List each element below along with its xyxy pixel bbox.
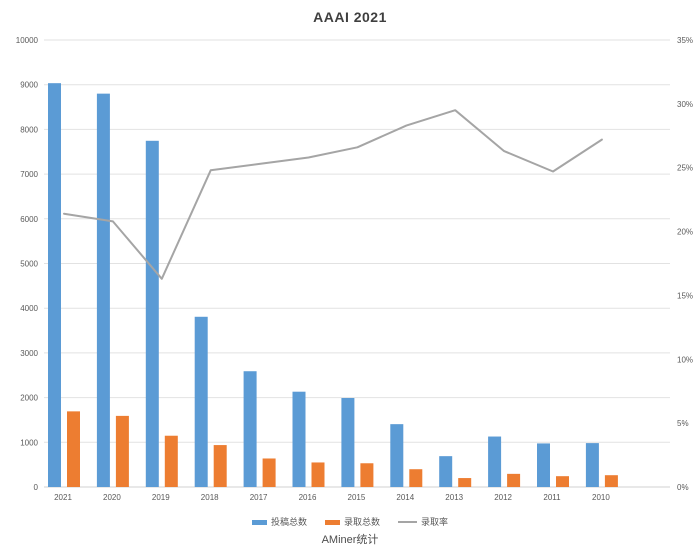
left-axis-tick-label: 0: [34, 483, 39, 492]
right-axis-tick-label: 10%: [677, 355, 693, 364]
x-axis-category-label: 2017: [250, 493, 268, 502]
submissions-bar: [439, 456, 453, 487]
right-axis-tick-label: 30%: [677, 100, 693, 109]
legend-label-accepted: 录取总数: [343, 517, 380, 527]
legend-label-submissions: 投稿总数: [270, 517, 307, 527]
submissions-bar: [292, 391, 306, 487]
right-axis-tick-label: 0%: [677, 483, 689, 492]
submissions-bar: [96, 93, 110, 487]
x-axis-category-label: 2016: [299, 493, 317, 502]
right-axis-tick-label: 20%: [677, 228, 693, 237]
x-axis-category-label: 2013: [445, 493, 463, 502]
submissions-bar: [488, 436, 502, 487]
x-axis-category-label: 2014: [396, 493, 414, 502]
right-axis-tick-label: 15%: [677, 291, 693, 300]
left-axis-tick-label: 5000: [20, 260, 38, 269]
left-axis-tick-label: 6000: [20, 215, 38, 224]
accepted-bar: [458, 478, 472, 487]
x-axis-category-label: 2018: [201, 493, 219, 502]
chart-title: AAAI 2021: [313, 9, 387, 25]
legend-item-rate: 录取率: [398, 516, 448, 528]
submissions-bar: [585, 443, 599, 487]
x-axis-category-label: 2020: [103, 493, 121, 502]
left-axis-tick-label: 1000: [20, 438, 38, 447]
submissions-bar: [48, 83, 61, 487]
submissions-bar: [537, 443, 550, 487]
submissions-bar: [243, 371, 257, 487]
left-axis-tick-label: 10000: [16, 36, 39, 45]
left-axis-tick-label: 3000: [20, 349, 38, 358]
x-axis-category-label: 2021: [54, 493, 72, 502]
chart-footer: AMiner统计: [321, 534, 379, 546]
accepted-bar: [311, 462, 325, 487]
x-axis-category-label: 2012: [494, 493, 512, 502]
legend-item-accepted: 录取总数: [324, 516, 380, 528]
accepted-bar: [604, 475, 618, 487]
accepted-bar: [507, 473, 521, 487]
accepted-bar: [262, 458, 276, 487]
acceptance-rate-line: [63, 109, 603, 280]
submissions-bar: [390, 424, 404, 487]
left-axis-tick-label: 7000: [20, 170, 38, 179]
accepted-bar: [409, 469, 423, 487]
accepted-legend-swatch-icon: [324, 519, 340, 525]
chart-legend: 投稿总数 录取总数 录取率: [0, 516, 700, 528]
x-axis-category-label: 2019: [152, 493, 170, 502]
right-axis-tick-label: 35%: [677, 36, 693, 45]
submissions-bar: [194, 316, 208, 487]
left-axis-tick-label: 2000: [20, 394, 38, 403]
left-axis-tick-label: 8000: [20, 125, 38, 134]
submissions-legend-swatch-icon: [251, 519, 267, 525]
rate-legend-line-icon: [398, 521, 417, 523]
left-axis-tick-label: 4000: [20, 304, 38, 313]
legend-label-rate: 录取率: [421, 517, 449, 527]
x-axis-category-label: 2011: [543, 493, 561, 502]
accepted-bar: [360, 463, 374, 487]
legend-item-submissions: 投稿总数: [251, 516, 307, 528]
x-axis-category-label: 2015: [348, 493, 366, 502]
accepted-bar: [115, 415, 129, 487]
submissions-bar: [341, 398, 355, 487]
left-axis-tick-label: 9000: [20, 81, 38, 90]
right-axis-tick-label: 25%: [677, 164, 693, 173]
submissions-bar: [145, 140, 159, 487]
accepted-bar: [556, 476, 569, 487]
x-axis-category-label: 2010: [592, 493, 610, 502]
right-axis-tick-label: 5%: [677, 419, 689, 428]
accepted-bar: [67, 411, 80, 487]
accepted-bar: [213, 445, 227, 487]
accepted-bar: [164, 435, 178, 487]
